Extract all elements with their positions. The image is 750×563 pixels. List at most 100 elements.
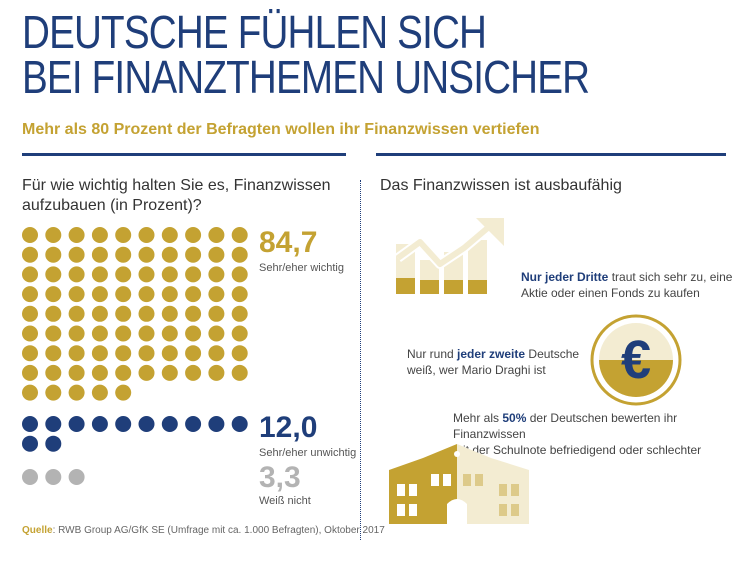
dot (45, 345, 62, 362)
school-window (409, 504, 417, 516)
fact-school: Mehr als 50% der Deutschen bewerten ihr … (453, 410, 750, 458)
dot (231, 286, 248, 303)
dot (45, 416, 62, 432)
dot (45, 246, 62, 263)
school-window (511, 504, 519, 516)
question-line-2: aufzubauen (in Prozent)? (22, 197, 202, 214)
school-window (499, 484, 507, 496)
dot (231, 364, 248, 381)
dot (91, 286, 108, 303)
dot (68, 364, 85, 381)
euro-symbol: € (621, 330, 651, 390)
dot (45, 364, 62, 381)
value-label-important: 84,7 (259, 226, 318, 259)
dot (22, 305, 38, 322)
dot (68, 246, 85, 263)
dot (138, 305, 155, 322)
fact-school-bold: 50% (502, 411, 527, 425)
dot (22, 345, 38, 362)
school-window (443, 474, 451, 486)
dot (185, 266, 202, 283)
fact-stocks-rest: traut sich sehr zu, eine (608, 270, 733, 284)
dot (208, 246, 225, 263)
dot (91, 364, 108, 381)
dot (138, 345, 155, 362)
title-line-2: BEI FINANZTHEMEN UNSICHER (22, 51, 590, 103)
dot (91, 384, 108, 401)
dot (68, 305, 85, 322)
dot (45, 305, 62, 322)
dot (161, 305, 178, 322)
dot (161, 364, 178, 381)
fact-school-pre: Mehr als (453, 411, 503, 425)
school-window (397, 484, 405, 496)
dot (231, 305, 248, 322)
dot (68, 266, 85, 283)
dot (68, 286, 85, 303)
dot (138, 286, 155, 303)
source-text: : RWB Group AG/GfK SE (Umfrage mit ca. 1… (52, 525, 385, 536)
fact-draghi-line-2: weiß, wer Mario Draghi ist (407, 363, 546, 377)
category-label-unknown: Weiß nicht (259, 495, 311, 507)
right-rule (376, 153, 726, 156)
dot (208, 286, 225, 303)
dot (231, 246, 248, 263)
dot (185, 345, 202, 362)
dot (68, 384, 85, 401)
dot (231, 416, 248, 432)
dot (22, 416, 38, 432)
question-line-1: Für wie wichtig halten Sie es, Finanzwis… (22, 177, 331, 194)
title-line-1: DEUTSCHE FÜHLEN SICH (22, 6, 487, 58)
school-window (397, 504, 405, 516)
fact-draghi-pre: Nur rund (407, 347, 458, 361)
dot (161, 416, 178, 432)
question: Für wie wichtig halten Sie es, Finanzwis… (22, 176, 331, 216)
fact-stocks-bold: Nur jeder Dritte (521, 270, 609, 284)
school-wing-left (389, 470, 423, 524)
dot (208, 227, 225, 243)
school-clock (454, 451, 460, 457)
dot (185, 227, 202, 243)
dot (115, 384, 132, 401)
dot (185, 364, 202, 381)
dot (91, 266, 108, 283)
dot (185, 416, 202, 432)
dot (208, 345, 225, 362)
dot (161, 286, 178, 303)
fact-draghi-line-1: Nur rund jeder zweite Deutsche (407, 346, 579, 362)
dot (138, 325, 155, 342)
dot (208, 305, 225, 322)
category-label-important: Sehr/eher wichtig (259, 262, 344, 274)
dot (231, 227, 248, 243)
dot (231, 266, 248, 283)
dot (68, 345, 85, 362)
dot (91, 325, 108, 342)
fact-draghi-bold: jeder zweite (457, 347, 526, 361)
dot (45, 266, 62, 283)
dot (161, 246, 178, 263)
dot (138, 416, 155, 432)
value-label-unimportant: 12,0 (259, 411, 318, 444)
school-window (409, 484, 417, 496)
dot (91, 305, 108, 322)
dot (115, 364, 132, 381)
dot (22, 246, 38, 263)
dot (185, 246, 202, 263)
fact-stocks-line-2: Aktie oder einen Fonds zu kaufen (521, 286, 700, 300)
dot (45, 227, 62, 243)
dot (68, 227, 85, 243)
category-label-unimportant: Sehr/eher unwichtig (259, 447, 357, 459)
dot (115, 266, 132, 283)
dot (45, 469, 62, 485)
left-rule (22, 153, 346, 156)
fact-draghi: Nur rund jeder zweite Deutsche weiß, wer… (407, 346, 579, 378)
dot (115, 227, 132, 243)
dot (22, 364, 38, 381)
dot (138, 364, 155, 381)
dot (161, 345, 178, 362)
school-window (463, 474, 471, 486)
dot (185, 286, 202, 303)
fact-stocks-line-1: Nur jeder Dritte traut sich sehr zu, ein… (521, 269, 732, 285)
dot (45, 384, 62, 401)
dot (22, 384, 38, 401)
